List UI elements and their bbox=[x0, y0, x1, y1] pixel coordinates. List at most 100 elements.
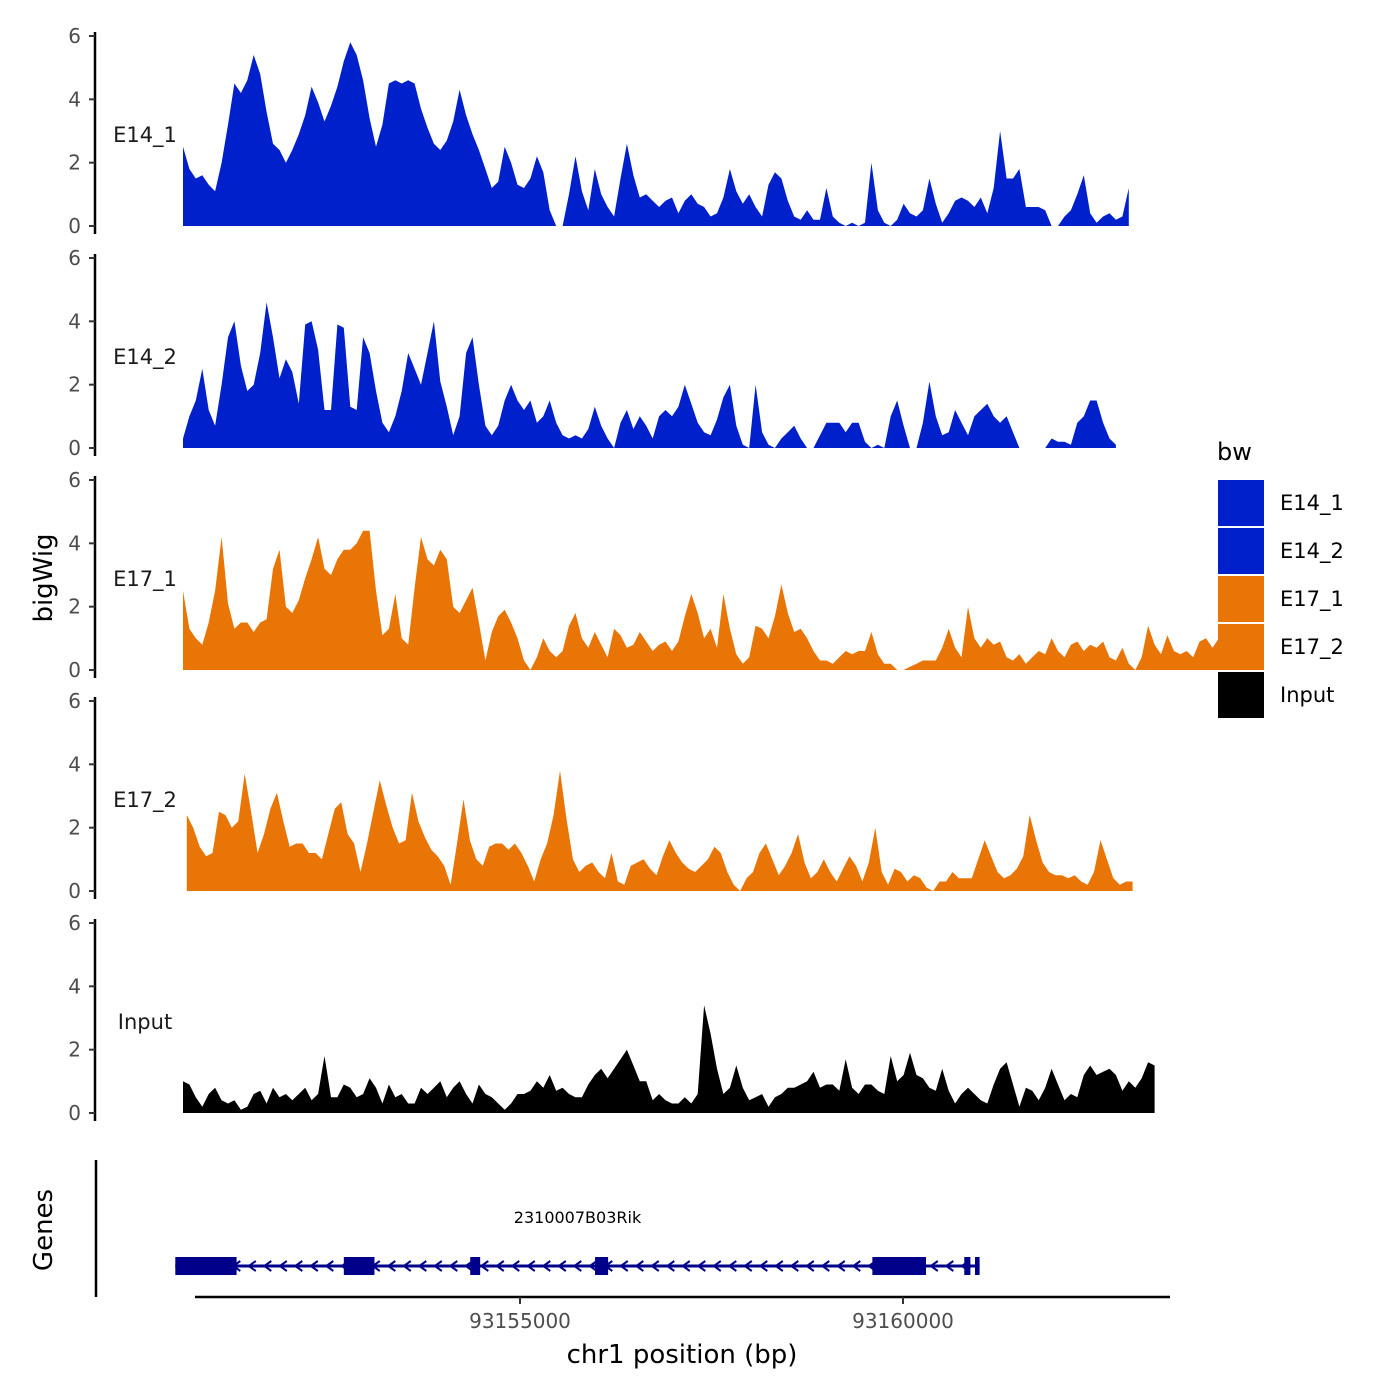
y-tick-label: 6 bbox=[68, 24, 81, 48]
y-tick-label: 6 bbox=[68, 689, 81, 713]
strand-arrow bbox=[479, 1260, 489, 1272]
track-Input: 0 2 4 6 Input bbox=[68, 911, 1155, 1125]
strand-arrow bbox=[495, 1260, 505, 1272]
strand-arrow bbox=[417, 1260, 427, 1272]
exon bbox=[470, 1257, 481, 1275]
legend-swatch-E14_2 bbox=[1218, 528, 1264, 574]
strand-arrow bbox=[262, 1260, 272, 1272]
strand-arrow bbox=[510, 1260, 520, 1272]
strand-arrow bbox=[851, 1260, 861, 1272]
gene-model bbox=[175, 1257, 980, 1275]
exon bbox=[872, 1257, 926, 1275]
strand-arrow bbox=[743, 1260, 753, 1272]
track-E14_2: 0 2 4 6 E14_2 bbox=[68, 246, 1116, 460]
legend-label: Input bbox=[1280, 683, 1334, 707]
legend-label: E17_1 bbox=[1280, 587, 1344, 612]
strand-arrow bbox=[386, 1260, 396, 1272]
y-tick-label: 0 bbox=[68, 214, 81, 238]
y-tick-label: 6 bbox=[68, 246, 81, 270]
strand-arrow bbox=[309, 1260, 319, 1272]
strand-arrow bbox=[247, 1260, 257, 1272]
strand-arrow bbox=[541, 1260, 551, 1272]
coverage-area-E14_1 bbox=[183, 42, 1129, 226]
gene-name-label: 2310007B03Rik bbox=[514, 1208, 642, 1227]
y-tick-label: 6 bbox=[68, 911, 81, 935]
strand-arrow bbox=[433, 1260, 443, 1272]
strand-arrow bbox=[727, 1260, 737, 1272]
strand-arrow bbox=[278, 1260, 288, 1272]
gene-panel: 2310007B03Rik bbox=[94, 1160, 980, 1297]
legend-swatch-E17_1 bbox=[1218, 576, 1264, 622]
y-tick-label: 0 bbox=[68, 658, 81, 682]
x-axis: 93155000 93160000 bbox=[195, 1295, 1170, 1333]
coverage-area-E14_2 bbox=[183, 302, 1116, 448]
coverage-tracks: 0 2 4 6 E14_1 0 2 4 6 E14_2 0 2 4 6 E17_1 0 2 4 6 E17_2 0 2 4 6… bbox=[68, 24, 1245, 1125]
y-tick-label: 6 bbox=[68, 468, 81, 492]
strand-arrow bbox=[526, 1260, 536, 1272]
strand-arrow bbox=[619, 1260, 629, 1272]
legend-label: E14_1 bbox=[1280, 491, 1344, 516]
strand-arrow bbox=[789, 1260, 799, 1272]
strand-arrow bbox=[634, 1260, 644, 1272]
y-tick-label: 2 bbox=[68, 816, 81, 840]
legend-swatch-Input bbox=[1218, 672, 1264, 718]
track-label: Input bbox=[118, 1010, 172, 1034]
track-E14_1: 0 2 4 6 E14_1 bbox=[68, 24, 1129, 238]
legend-swatch-E14_1 bbox=[1218, 480, 1264, 526]
coverage-area-Input bbox=[183, 1005, 1155, 1113]
x-axis-title: chr1 position (bp) bbox=[567, 1340, 798, 1370]
genes-axis-title: Genes bbox=[29, 1189, 59, 1271]
track-label: E14_1 bbox=[113, 123, 177, 148]
y-tick-label: 4 bbox=[68, 752, 81, 776]
coverage-area-E17_1 bbox=[183, 530, 1245, 670]
y-tick-label: 0 bbox=[68, 436, 81, 460]
legend-label: E14_2 bbox=[1280, 539, 1344, 564]
strand-arrow bbox=[324, 1260, 334, 1272]
track-E17_2: 0 2 4 6 E17_2 bbox=[68, 689, 1133, 903]
strand-arrow bbox=[293, 1260, 303, 1272]
strand-arrow bbox=[650, 1260, 660, 1272]
y-tick-label: 0 bbox=[68, 879, 81, 903]
strand-arrow bbox=[448, 1260, 458, 1272]
exon bbox=[964, 1257, 971, 1275]
exon bbox=[975, 1257, 980, 1275]
strand-arrow bbox=[588, 1260, 598, 1272]
legend: bw E14_1 E14_2 E17_1 E17_2 Input bbox=[1217, 438, 1344, 718]
legend-swatch-E17_2 bbox=[1218, 624, 1264, 670]
exon bbox=[175, 1257, 237, 1275]
strand-arrow bbox=[572, 1260, 582, 1272]
legend-label: E17_2 bbox=[1280, 635, 1344, 660]
y-tick-label: 2 bbox=[68, 595, 81, 619]
strand-arrow bbox=[402, 1260, 412, 1272]
legend-title: bw bbox=[1217, 438, 1252, 466]
track-label: E17_2 bbox=[113, 788, 177, 813]
strand-arrow bbox=[805, 1260, 815, 1272]
y-axis-title: bigWig bbox=[29, 533, 59, 622]
strand-arrow bbox=[836, 1260, 846, 1272]
strand-arrow bbox=[665, 1260, 675, 1272]
exon bbox=[595, 1257, 609, 1275]
track-label: E17_1 bbox=[113, 567, 177, 592]
exon bbox=[343, 1257, 375, 1275]
y-tick-label: 0 bbox=[68, 1101, 81, 1125]
strand-arrow bbox=[712, 1260, 722, 1272]
x-tick-label: 93160000 bbox=[852, 1309, 954, 1333]
y-tick-label: 4 bbox=[68, 87, 81, 111]
strand-arrow bbox=[774, 1260, 784, 1272]
strand-arrow bbox=[696, 1260, 706, 1272]
strand-arrow bbox=[929, 1260, 939, 1272]
track-E17_1: 0 2 4 6 E17_1 bbox=[68, 468, 1245, 682]
strand-arrow bbox=[681, 1260, 691, 1272]
strand-arrow bbox=[944, 1260, 954, 1272]
y-tick-label: 2 bbox=[68, 151, 81, 175]
y-tick-label: 2 bbox=[68, 1038, 81, 1062]
y-tick-label: 4 bbox=[68, 531, 81, 555]
strand-arrow bbox=[758, 1260, 768, 1272]
y-tick-label: 4 bbox=[68, 309, 81, 333]
track-label: E14_2 bbox=[113, 345, 177, 370]
strand-arrow bbox=[557, 1260, 567, 1272]
y-tick-label: 2 bbox=[68, 373, 81, 397]
y-tick-label: 4 bbox=[68, 974, 81, 998]
